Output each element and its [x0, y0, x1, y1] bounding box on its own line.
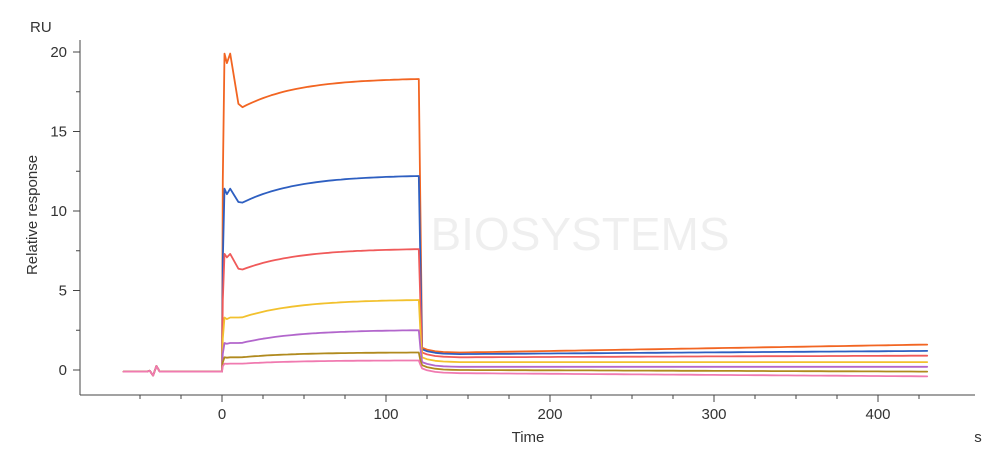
watermark: BIOSYSTEMS [430, 208, 729, 260]
y-ticks: 0 5 10 15 20 [50, 44, 80, 379]
axes [79, 40, 975, 396]
series-group [122, 52, 929, 378]
x-tick-label: 100 [373, 406, 398, 423]
y-tick-label: 10 [50, 203, 67, 220]
y-unit-label: RU [30, 19, 52, 36]
x-tick-label: 300 [701, 406, 726, 423]
series-line-7 [122, 359, 929, 378]
x-unit-label: s [974, 429, 982, 446]
x-tick-label: 200 [537, 406, 562, 423]
y-tick-label: 15 [50, 124, 67, 141]
y-axis-title: Relative response [24, 155, 41, 275]
y-tick-label: 5 [59, 283, 67, 300]
x-tick-label: 400 [865, 406, 890, 423]
x-tick-label: 0 [218, 406, 226, 423]
svg-text:BIOSYSTEMS: BIOSYSTEMS [430, 208, 729, 260]
x-axis-title: Time [512, 429, 545, 446]
series-line-2 [122, 175, 929, 377]
y-tick-label: 0 [59, 362, 67, 379]
y-tick-label: 20 [50, 44, 67, 61]
x-ticks: 0 100 200 300 400 [139, 395, 920, 423]
